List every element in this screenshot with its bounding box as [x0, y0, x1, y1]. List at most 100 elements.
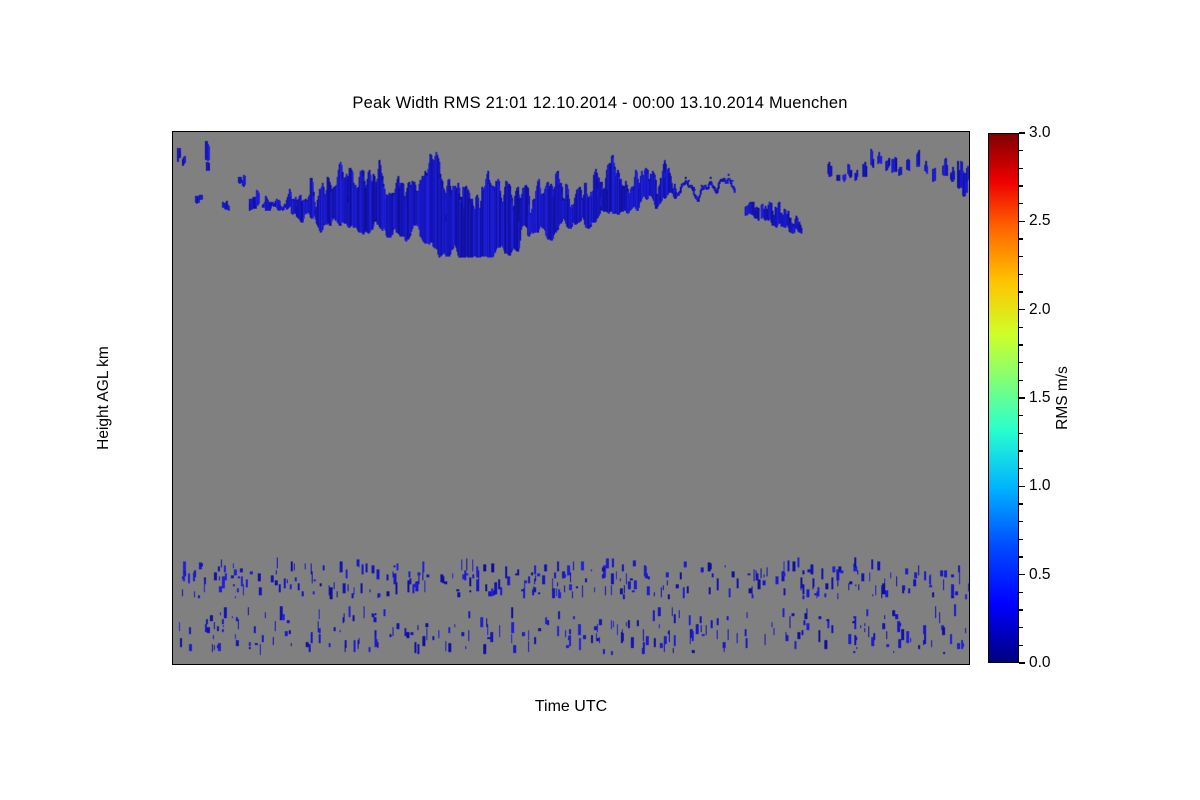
y-tick-minor-right	[969, 254, 970, 256]
x-tick-minor	[516, 664, 518, 665]
y-tick-minor-right	[969, 231, 970, 233]
y-tick-major	[172, 394, 173, 396]
heatmap-canvas	[173, 132, 969, 664]
colorbar-tick-minor	[1019, 503, 1023, 505]
colorbar-tick-minor	[1019, 521, 1023, 523]
x-tick-minor-top	[489, 131, 491, 132]
x-tick-minor	[328, 664, 330, 665]
x-tick-minor	[917, 664, 919, 665]
x-tick-minor	[489, 664, 491, 665]
colorbar-tick-minor	[1019, 150, 1023, 152]
x-tick-minor-top	[355, 131, 357, 132]
colorbar-tick-minor	[1019, 468, 1023, 470]
x-tick-minor	[890, 664, 892, 665]
x-tick-minor	[596, 664, 598, 665]
x-tick-minor	[248, 664, 250, 665]
x-tick-major	[569, 664, 571, 665]
y-tick-minor-right	[969, 533, 970, 535]
x-tick-minor-top	[542, 131, 544, 132]
x-tick-minor-top	[516, 131, 518, 132]
y-tick-minor-right	[969, 185, 970, 187]
y-tick-minor	[172, 185, 173, 187]
x-tick-major	[837, 664, 839, 665]
x-tick-minor	[783, 664, 785, 665]
x-tick-minor	[275, 664, 277, 665]
colorbar-tick-minor	[1019, 627, 1023, 629]
y-tick-minor-right	[969, 324, 970, 326]
colorbar-tick-label: 1.5	[1029, 389, 1051, 406]
colorbar-tick-label: 2.5	[1029, 212, 1051, 230]
x-tick-minor	[810, 664, 812, 665]
x-tick-minor-top	[810, 131, 812, 132]
y-tick-minor	[172, 649, 173, 651]
colorbar-tick-minor	[1019, 167, 1023, 169]
y-tick-minor	[172, 510, 173, 512]
y-tick-minor-right	[969, 626, 970, 628]
x-tick-minor-top	[248, 131, 250, 132]
x-tick-minor	[462, 664, 464, 665]
y-tick-major-right	[969, 208, 970, 210]
y-tick-minor-right	[969, 138, 970, 140]
x-tick-minor	[623, 664, 625, 665]
x-tick-minor-top	[944, 131, 946, 132]
colorbar-tick-minor	[1019, 238, 1023, 240]
colorbar-tick-minor	[1019, 185, 1023, 187]
y-tick-major-right	[969, 579, 970, 581]
x-tick-major-top	[302, 131, 304, 132]
colorbar-tick-minor	[1019, 273, 1023, 275]
x-tick-minor	[221, 664, 223, 665]
x-tick-minor-top	[863, 131, 865, 132]
y-tick-minor-right	[969, 370, 970, 372]
x-tick-minor	[355, 664, 357, 665]
colorbar-tick	[1019, 662, 1025, 664]
colorbar-tick-label: 0.5	[1029, 565, 1051, 583]
x-tick-major-top	[435, 131, 437, 132]
colorbar-tick-minor	[1019, 450, 1023, 452]
colorbar-tick-label: 1.0	[1029, 477, 1051, 495]
x-tick-minor-top	[328, 131, 330, 132]
x-tick-major	[435, 664, 437, 665]
colorbar-tick-minor	[1019, 291, 1023, 293]
x-tick-major	[302, 664, 304, 665]
y-tick-minor-right	[969, 161, 970, 163]
y-tick-minor-right	[969, 603, 970, 605]
colorbar-gradient	[988, 133, 1019, 663]
x-tick-minor-top	[409, 131, 411, 132]
x-tick-minor	[863, 664, 865, 665]
x-tick-minor-top	[890, 131, 892, 132]
colorbar-tick	[1019, 220, 1025, 222]
colorbar-tick-minor	[1019, 256, 1023, 258]
x-axis-title: Time UTC	[534, 698, 608, 715]
colorbar-tick-label: 0.0	[1029, 654, 1051, 671]
y-tick-major-right	[969, 394, 970, 396]
y-tick-minor	[172, 463, 173, 465]
x-tick-minor	[730, 664, 732, 665]
y-tick-minor	[172, 161, 173, 163]
x-tick-minor-top	[623, 131, 625, 132]
x-tick-minor	[195, 664, 197, 665]
x-tick-minor	[676, 664, 678, 665]
x-tick-minor	[542, 664, 544, 665]
colorbar-title: RMS m/s	[1054, 366, 1071, 430]
x-tick-major-top	[837, 131, 839, 132]
y-tick-minor-right	[969, 417, 970, 419]
y-tick-minor	[172, 440, 173, 442]
colorbar-tick-minor	[1019, 415, 1023, 417]
y-tick-minor	[172, 324, 173, 326]
x-tick-minor-top	[462, 131, 464, 132]
x-tick-minor-top	[730, 131, 732, 132]
colorbar-tick-minor	[1019, 432, 1023, 434]
y-tick-minor-right	[969, 278, 970, 280]
colorbar-tick-minor	[1019, 362, 1023, 364]
x-tick-minor-top	[917, 131, 919, 132]
y-tick-major	[172, 579, 173, 581]
colorbar-tick-label: 2.0	[1029, 300, 1051, 318]
colorbar-tick	[1019, 574, 1025, 576]
x-tick-minor-top	[382, 131, 384, 132]
x-tick-minor-top	[195, 131, 197, 132]
y-tick-minor	[172, 254, 173, 256]
y-axis-title: Height AGL km	[95, 346, 112, 450]
y-tick-minor-right	[969, 510, 970, 512]
x-tick-major-top	[569, 131, 571, 132]
